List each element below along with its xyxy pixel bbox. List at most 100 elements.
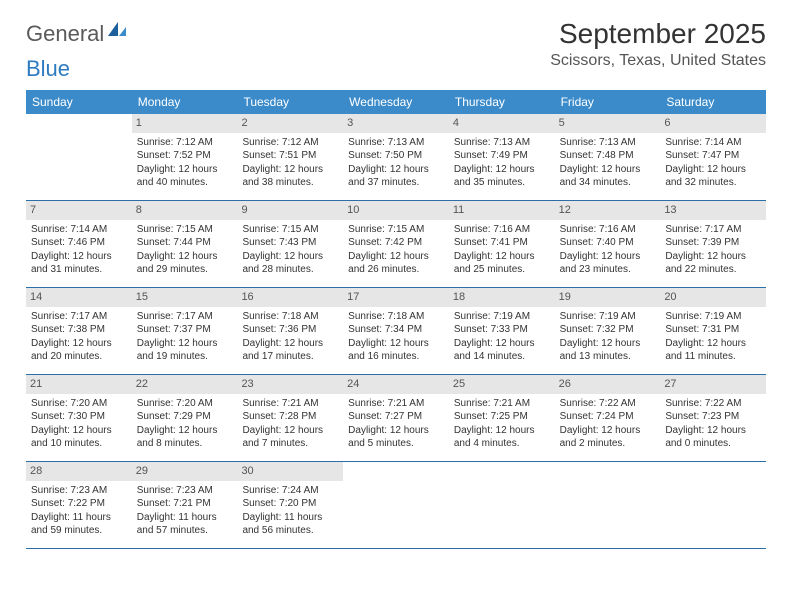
sunrise-text: Sunrise: 7:22 AM [560, 397, 656, 411]
sunrise-text: Sunrise: 7:17 AM [137, 310, 233, 324]
sunrise-text: Sunrise: 7:21 AM [348, 397, 444, 411]
sunrise-text: Sunrise: 7:19 AM [560, 310, 656, 324]
sunset-text: Sunset: 7:39 PM [665, 236, 761, 250]
day-header: Saturday [660, 90, 766, 114]
day-cell: 22Sunrise: 7:20 AMSunset: 7:29 PMDayligh… [132, 375, 238, 461]
sunset-text: Sunset: 7:44 PM [137, 236, 233, 250]
day-header: Wednesday [343, 90, 449, 114]
day-info: Sunrise: 7:17 AMSunset: 7:39 PMDaylight:… [665, 223, 761, 277]
daylight-text: Daylight: 12 hours and 38 minutes. [242, 163, 338, 190]
day-cell: 20Sunrise: 7:19 AMSunset: 7:31 PMDayligh… [660, 288, 766, 374]
day-cell: 25Sunrise: 7:21 AMSunset: 7:25 PMDayligh… [449, 375, 555, 461]
day-number: 5 [555, 114, 661, 133]
day-info: Sunrise: 7:23 AMSunset: 7:22 PMDaylight:… [31, 484, 127, 538]
sunrise-text: Sunrise: 7:20 AM [31, 397, 127, 411]
day-headers: SundayMondayTuesdayWednesdayThursdayFrid… [26, 90, 766, 114]
day-number: 10 [343, 201, 449, 220]
sunrise-text: Sunrise: 7:13 AM [560, 136, 656, 150]
day-info: Sunrise: 7:23 AMSunset: 7:21 PMDaylight:… [137, 484, 233, 538]
day-info: Sunrise: 7:12 AMSunset: 7:52 PMDaylight:… [137, 136, 233, 190]
day-number: 27 [660, 375, 766, 394]
day-cell: 7 Sunrise: 7:14 AMSunset: 7:46 PMDaylight… [26, 201, 132, 287]
day-number: 16 [237, 288, 343, 307]
day-cell [660, 462, 766, 548]
sunset-text: Sunset: 7:37 PM [137, 323, 233, 337]
daylight-text: Daylight: 12 hours and 13 minutes. [560, 337, 656, 364]
day-cell: 28 Sunrise: 7:23 AMSunset: 7:22 PMDayligh… [26, 462, 132, 548]
sunrise-text: Sunrise: 7:16 AM [454, 223, 550, 237]
day-number: 29 [132, 462, 238, 481]
day-number: 23 [237, 375, 343, 394]
sunrise-text: Sunrise: 7:15 AM [348, 223, 444, 237]
sunrise-text: Sunrise: 7:21 AM [242, 397, 338, 411]
day-cell: 16Sunrise: 7:18 AMSunset: 7:36 PMDayligh… [237, 288, 343, 374]
sunrise-text: Sunrise: 7:22 AM [665, 397, 761, 411]
day-cell: 15Sunrise: 7:17 AMSunset: 7:37 PMDayligh… [132, 288, 238, 374]
daylight-text: Daylight: 12 hours and 19 minutes. [137, 337, 233, 364]
sunset-text: Sunset: 7:23 PM [665, 410, 761, 424]
daylight-text: Daylight: 12 hours and 31 minutes. [31, 250, 127, 277]
day-cell: 5 Sunrise: 7:13 AMSunset: 7:48 PMDaylight… [555, 114, 661, 200]
logo-text2: Blue [26, 56, 70, 82]
day-info: Sunrise: 7:18 AMSunset: 7:34 PMDaylight:… [348, 310, 444, 364]
day-cell: 29 Sunrise: 7:23 AMSunset: 7:21 PMDayligh… [132, 462, 238, 548]
daylight-text: Daylight: 12 hours and 10 minutes. [31, 424, 127, 451]
day-info: Sunrise: 7:13 AMSunset: 7:48 PMDaylight:… [560, 136, 656, 190]
day-info: Sunrise: 7:16 AMSunset: 7:40 PMDaylight:… [560, 223, 656, 277]
week-row: 14Sunrise: 7:17 AMSunset: 7:38 PMDayligh… [26, 288, 766, 375]
daylight-text: Daylight: 12 hours and 11 minutes. [665, 337, 761, 364]
day-number: 7 [26, 201, 132, 220]
sunset-text: Sunset: 7:52 PM [137, 149, 233, 163]
day-cell: 4Sunrise: 7:13 AMSunset: 7:49 PMDaylight… [449, 114, 555, 200]
day-number: 19 [555, 288, 661, 307]
day-header: Thursday [449, 90, 555, 114]
daylight-text: Daylight: 12 hours and 32 minutes. [665, 163, 761, 190]
day-info: Sunrise: 7:17 AMSunset: 7:37 PMDaylight:… [137, 310, 233, 364]
day-number: 28 [26, 462, 132, 481]
daylight-text: Daylight: 11 hours and 56 minutes. [242, 511, 338, 538]
day-number: 18 [449, 288, 555, 307]
day-cell: 9Sunrise: 7:15 AMSunset: 7:43 PMDaylight… [237, 201, 343, 287]
sunset-text: Sunset: 7:38 PM [31, 323, 127, 337]
sunrise-text: Sunrise: 7:12 AM [137, 136, 233, 150]
day-number [343, 462, 449, 481]
day-number: 4 [449, 114, 555, 133]
day-cell: 30Sunrise: 7:24 AMSunset: 7:20 PMDayligh… [237, 462, 343, 548]
sunset-text: Sunset: 7:40 PM [560, 236, 656, 250]
day-number: 20 [660, 288, 766, 307]
day-info: Sunrise: 7:14 AMSunset: 7:46 PMDaylight:… [31, 223, 127, 277]
daylight-text: Daylight: 12 hours and 0 minutes. [665, 424, 761, 451]
sunrise-text: Sunrise: 7:21 AM [454, 397, 550, 411]
week-row: 7 Sunrise: 7:14 AMSunset: 7:46 PMDaylight… [26, 201, 766, 288]
day-info: Sunrise: 7:14 AMSunset: 7:47 PMDaylight:… [665, 136, 761, 190]
day-cell: 12 Sunrise: 7:16 AMSunset: 7:40 PMDayligh… [555, 201, 661, 287]
day-number: 26 [555, 375, 661, 394]
sunset-text: Sunset: 7:28 PM [242, 410, 338, 424]
daylight-text: Daylight: 12 hours and 7 minutes. [242, 424, 338, 451]
sunset-text: Sunset: 7:25 PM [454, 410, 550, 424]
daylight-text: Daylight: 12 hours and 34 minutes. [560, 163, 656, 190]
day-header: Friday [555, 90, 661, 114]
sunset-text: Sunset: 7:29 PM [137, 410, 233, 424]
day-cell: 24Sunrise: 7:21 AMSunset: 7:27 PMDayligh… [343, 375, 449, 461]
day-number [449, 462, 555, 481]
day-info: Sunrise: 7:19 AMSunset: 7:33 PMDaylight:… [454, 310, 550, 364]
daylight-text: Daylight: 12 hours and 16 minutes. [348, 337, 444, 364]
day-number: 13 [660, 201, 766, 220]
sunset-text: Sunset: 7:43 PM [242, 236, 338, 250]
day-number [555, 462, 661, 481]
day-cell: 6Sunrise: 7:14 AMSunset: 7:47 PMDaylight… [660, 114, 766, 200]
day-number: 12 [555, 201, 661, 220]
sunrise-text: Sunrise: 7:17 AM [31, 310, 127, 324]
day-cell: 10Sunrise: 7:15 AMSunset: 7:42 PMDayligh… [343, 201, 449, 287]
day-cell: 3Sunrise: 7:13 AMSunset: 7:50 PMDaylight… [343, 114, 449, 200]
day-header: Monday [132, 90, 238, 114]
sunset-text: Sunset: 7:49 PM [454, 149, 550, 163]
sunrise-text: Sunrise: 7:18 AM [242, 310, 338, 324]
day-number: 30 [237, 462, 343, 481]
week-row: 21Sunrise: 7:20 AMSunset: 7:30 PMDayligh… [26, 375, 766, 462]
sunset-text: Sunset: 7:51 PM [242, 149, 338, 163]
daylight-text: Daylight: 12 hours and 22 minutes. [665, 250, 761, 277]
daylight-text: Daylight: 12 hours and 28 minutes. [242, 250, 338, 277]
day-info: Sunrise: 7:22 AMSunset: 7:24 PMDaylight:… [560, 397, 656, 451]
